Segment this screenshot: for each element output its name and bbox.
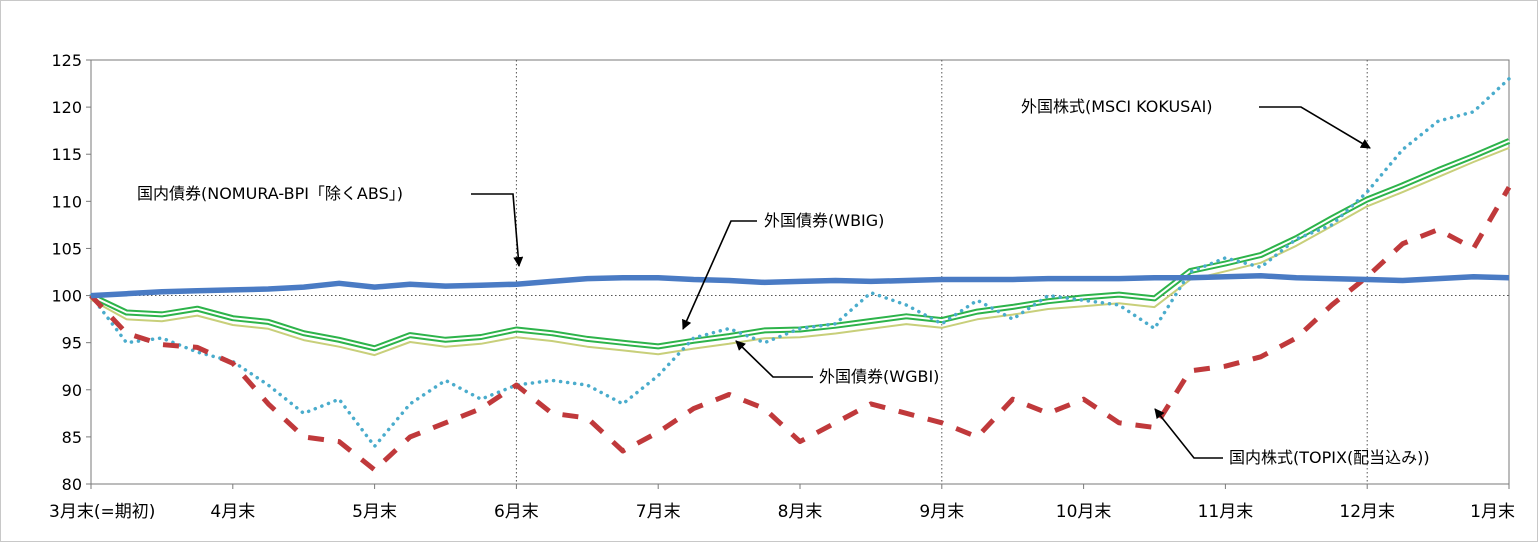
series-line-wbig-inner: [90, 140, 1510, 350]
x-tick-label: 8月末: [778, 502, 823, 522]
annotation-arrow-domestic-bonds: [471, 193, 524, 267]
x-tick-label: 9月末: [919, 502, 964, 522]
y-tick-label: 80: [62, 475, 82, 494]
x-tick-label: 11月末: [1198, 502, 1254, 522]
series-line-wbig-outer: [89, 138, 1511, 352]
x-tick-label: 4月末: [210, 502, 255, 522]
y-tick-label: 95: [62, 334, 82, 353]
axes: [90, 59, 1510, 485]
series-line-domestic-bonds: [90, 273, 1510, 299]
series-line-wgbi: [90, 146, 1510, 357]
y-tick-label: 105: [51, 239, 82, 258]
annotation-label-msci: 外国株式(MSCI KOKUSAI): [1021, 97, 1213, 116]
series-line-msci-kokusai: [89, 77, 1511, 449]
x-tick-label: 12月末: [1339, 502, 1395, 522]
y-tick-label: 110: [51, 192, 82, 211]
y-tick-label: 115: [51, 145, 82, 164]
annotation-wgbi: 外国債券(WGBI): [735, 340, 939, 386]
annotation-label-topix: 国内株式(TOPIX(配当込み)): [1229, 448, 1430, 467]
x-tick-label: 6月末: [494, 502, 539, 522]
annotation-wbig: 外国債券(WBIG): [682, 211, 884, 330]
y-tick-label: 85: [62, 428, 82, 447]
y-tick-label: 120: [51, 98, 82, 117]
x-tick-label: 3月末(=期初): [49, 502, 155, 522]
annotation-label-wgbi: 外国債券(WGBI): [819, 367, 939, 386]
annotation-arrow-wbig: [682, 220, 757, 330]
series-line-topix: [89, 185, 1512, 473]
ticks: 80 85 90 95 100 105 110 115 120 125 3月末(=期初) 4月末 5月末…: [49, 51, 1515, 522]
annotation-msci: 外国株式(MSCI KOKUSAI): [1021, 97, 1371, 149]
annotation-arrow-msci: [1259, 106, 1371, 149]
series-layer: [89, 77, 1512, 473]
y-tick-label: 90: [62, 381, 82, 400]
y-tick-label: 125: [51, 51, 82, 70]
x-tick-label: 1月末: [1470, 502, 1515, 522]
annotation-arrow-wgbi: [735, 340, 813, 378]
annotation-label-wbig: 外国債券(WBIG): [764, 211, 884, 230]
annotation-domestic-bonds: 国内債券(NOMURA-BPI「除くABS」): [137, 184, 524, 267]
x-tick-label: 10月末: [1056, 502, 1112, 522]
annotation-topix: 国内株式(TOPIX(配当込み)): [1154, 408, 1430, 467]
annotation-arrow-topix: [1154, 408, 1223, 459]
annotation-label-domestic-bonds: 国内債券(NOMURA-BPI「除くABS」): [137, 184, 403, 203]
y-tick-label: 100: [51, 287, 82, 306]
plot-area-border: [90, 59, 1510, 485]
x-tick-label: 5月末: [352, 502, 397, 522]
x-tick-label: 7月末: [636, 502, 681, 522]
